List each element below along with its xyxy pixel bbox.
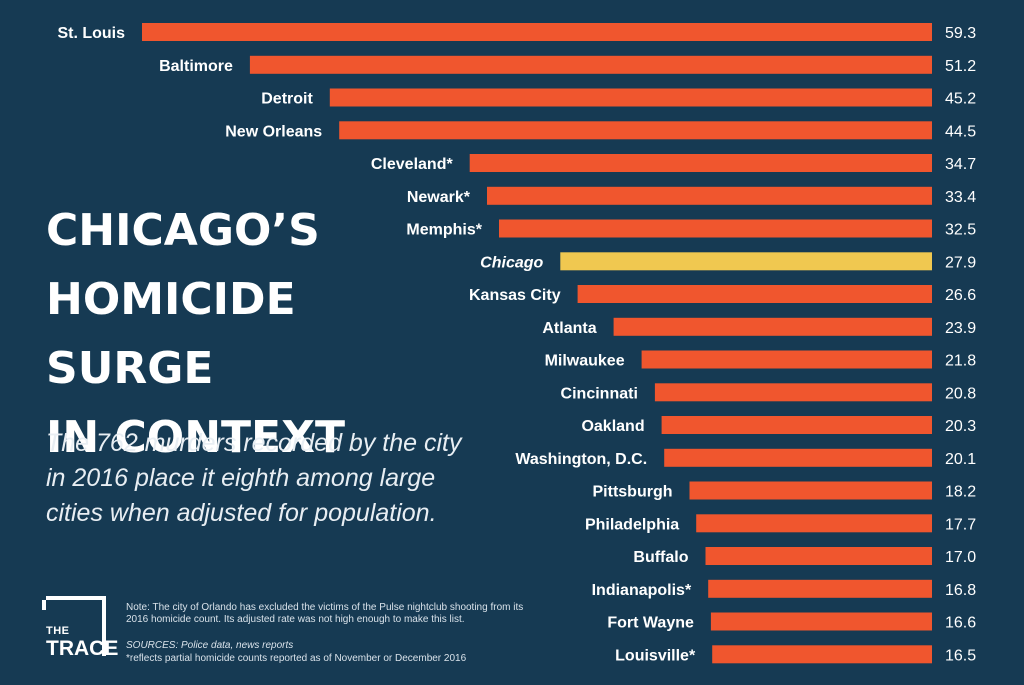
category-label: Cleveland* <box>371 156 454 173</box>
value-label: 16.5 <box>945 647 976 664</box>
value-label: 51.2 <box>945 58 976 75</box>
the-trace-logo: THE TRACE <box>42 596 118 662</box>
bar-newark <box>487 186 932 205</box>
category-label: Detroit <box>261 91 313 108</box>
bar-louisville <box>712 645 932 664</box>
category-label: Philadelphia <box>585 516 679 533</box>
category-label: Oakland <box>581 418 644 435</box>
category-label: Cincinnati <box>561 385 638 402</box>
value-label: 16.6 <box>945 615 976 632</box>
bar-st-louis <box>142 23 932 41</box>
value-label: 16.8 <box>945 582 976 599</box>
category-label: Indianapolis* <box>592 582 692 599</box>
bar-atlanta <box>613 317 932 336</box>
chart-title: CHICAGO’S HOMICIDE SURGE IN CONTEXT <box>46 205 346 463</box>
category-label: Atlanta <box>542 320 596 337</box>
value-label: 18.2 <box>945 484 976 501</box>
category-label: St. Louis <box>57 25 125 42</box>
category-label: Milwaukee <box>545 353 625 370</box>
value-label: 26.6 <box>945 287 976 304</box>
category-label: Kansas City <box>469 287 561 304</box>
footnote-text: *reflects partial homicide counts report… <box>126 653 467 664</box>
bar-memphis <box>499 219 932 238</box>
bar-cleveland <box>469 154 932 172</box>
category-label: Buffalo <box>633 549 688 566</box>
value-label: 20.8 <box>945 385 976 402</box>
bar-kansas-city <box>577 285 932 303</box>
bar-chicago <box>560 252 932 271</box>
bar-oakland <box>661 416 932 434</box>
value-label: 32.5 <box>945 222 976 239</box>
value-label: 33.4 <box>945 189 976 206</box>
category-label: Memphis* <box>406 222 482 239</box>
category-label: Fort Wayne <box>607 615 694 632</box>
bar-buffalo <box>705 547 932 565</box>
value-label: 34.7 <box>945 156 976 173</box>
category-label: New Orleans <box>225 123 322 140</box>
value-label: 17.0 <box>945 549 976 566</box>
bar-pittsburgh <box>689 481 932 500</box>
category-label: Chicago <box>480 254 543 271</box>
bar-cincinnati <box>654 383 932 402</box>
logo-frame-icon <box>42 596 106 656</box>
logo-line2: TRACE <box>46 637 119 660</box>
value-label: 27.9 <box>945 254 976 271</box>
note-text: Note: The city of Orlando has excluded t… <box>126 602 524 625</box>
bar-washington-d-c <box>664 448 932 467</box>
logo-line1: THE <box>46 625 70 637</box>
category-label: Newark* <box>407 189 471 206</box>
category-label: Washington, D.C. <box>515 451 647 468</box>
bar-philadelphia <box>696 514 932 533</box>
value-label: 20.1 <box>945 451 976 468</box>
bar-new-orleans <box>339 121 932 140</box>
sources-text: SOURCES: Police data, news reports <box>126 640 294 651</box>
bar-detroit <box>329 88 932 107</box>
value-label: 17.7 <box>945 516 976 533</box>
value-label: 23.9 <box>945 320 976 337</box>
bar-baltimore <box>249 55 932 74</box>
value-label: 21.8 <box>945 353 976 370</box>
bar-fort-wayne <box>710 612 932 631</box>
value-label: 59.3 <box>945 25 976 42</box>
category-label: Pittsburgh <box>593 484 673 501</box>
value-label: 44.5 <box>945 123 976 140</box>
value-label: 20.3 <box>945 418 976 435</box>
chart-subtitle: The 762 murders recorded by the city in … <box>46 429 462 527</box>
bar-milwaukee <box>641 350 932 369</box>
category-label: Louisville* <box>615 647 696 664</box>
value-label: 45.2 <box>945 91 976 108</box>
bar-indianapolis <box>708 579 932 598</box>
category-label: Baltimore <box>159 58 233 75</box>
